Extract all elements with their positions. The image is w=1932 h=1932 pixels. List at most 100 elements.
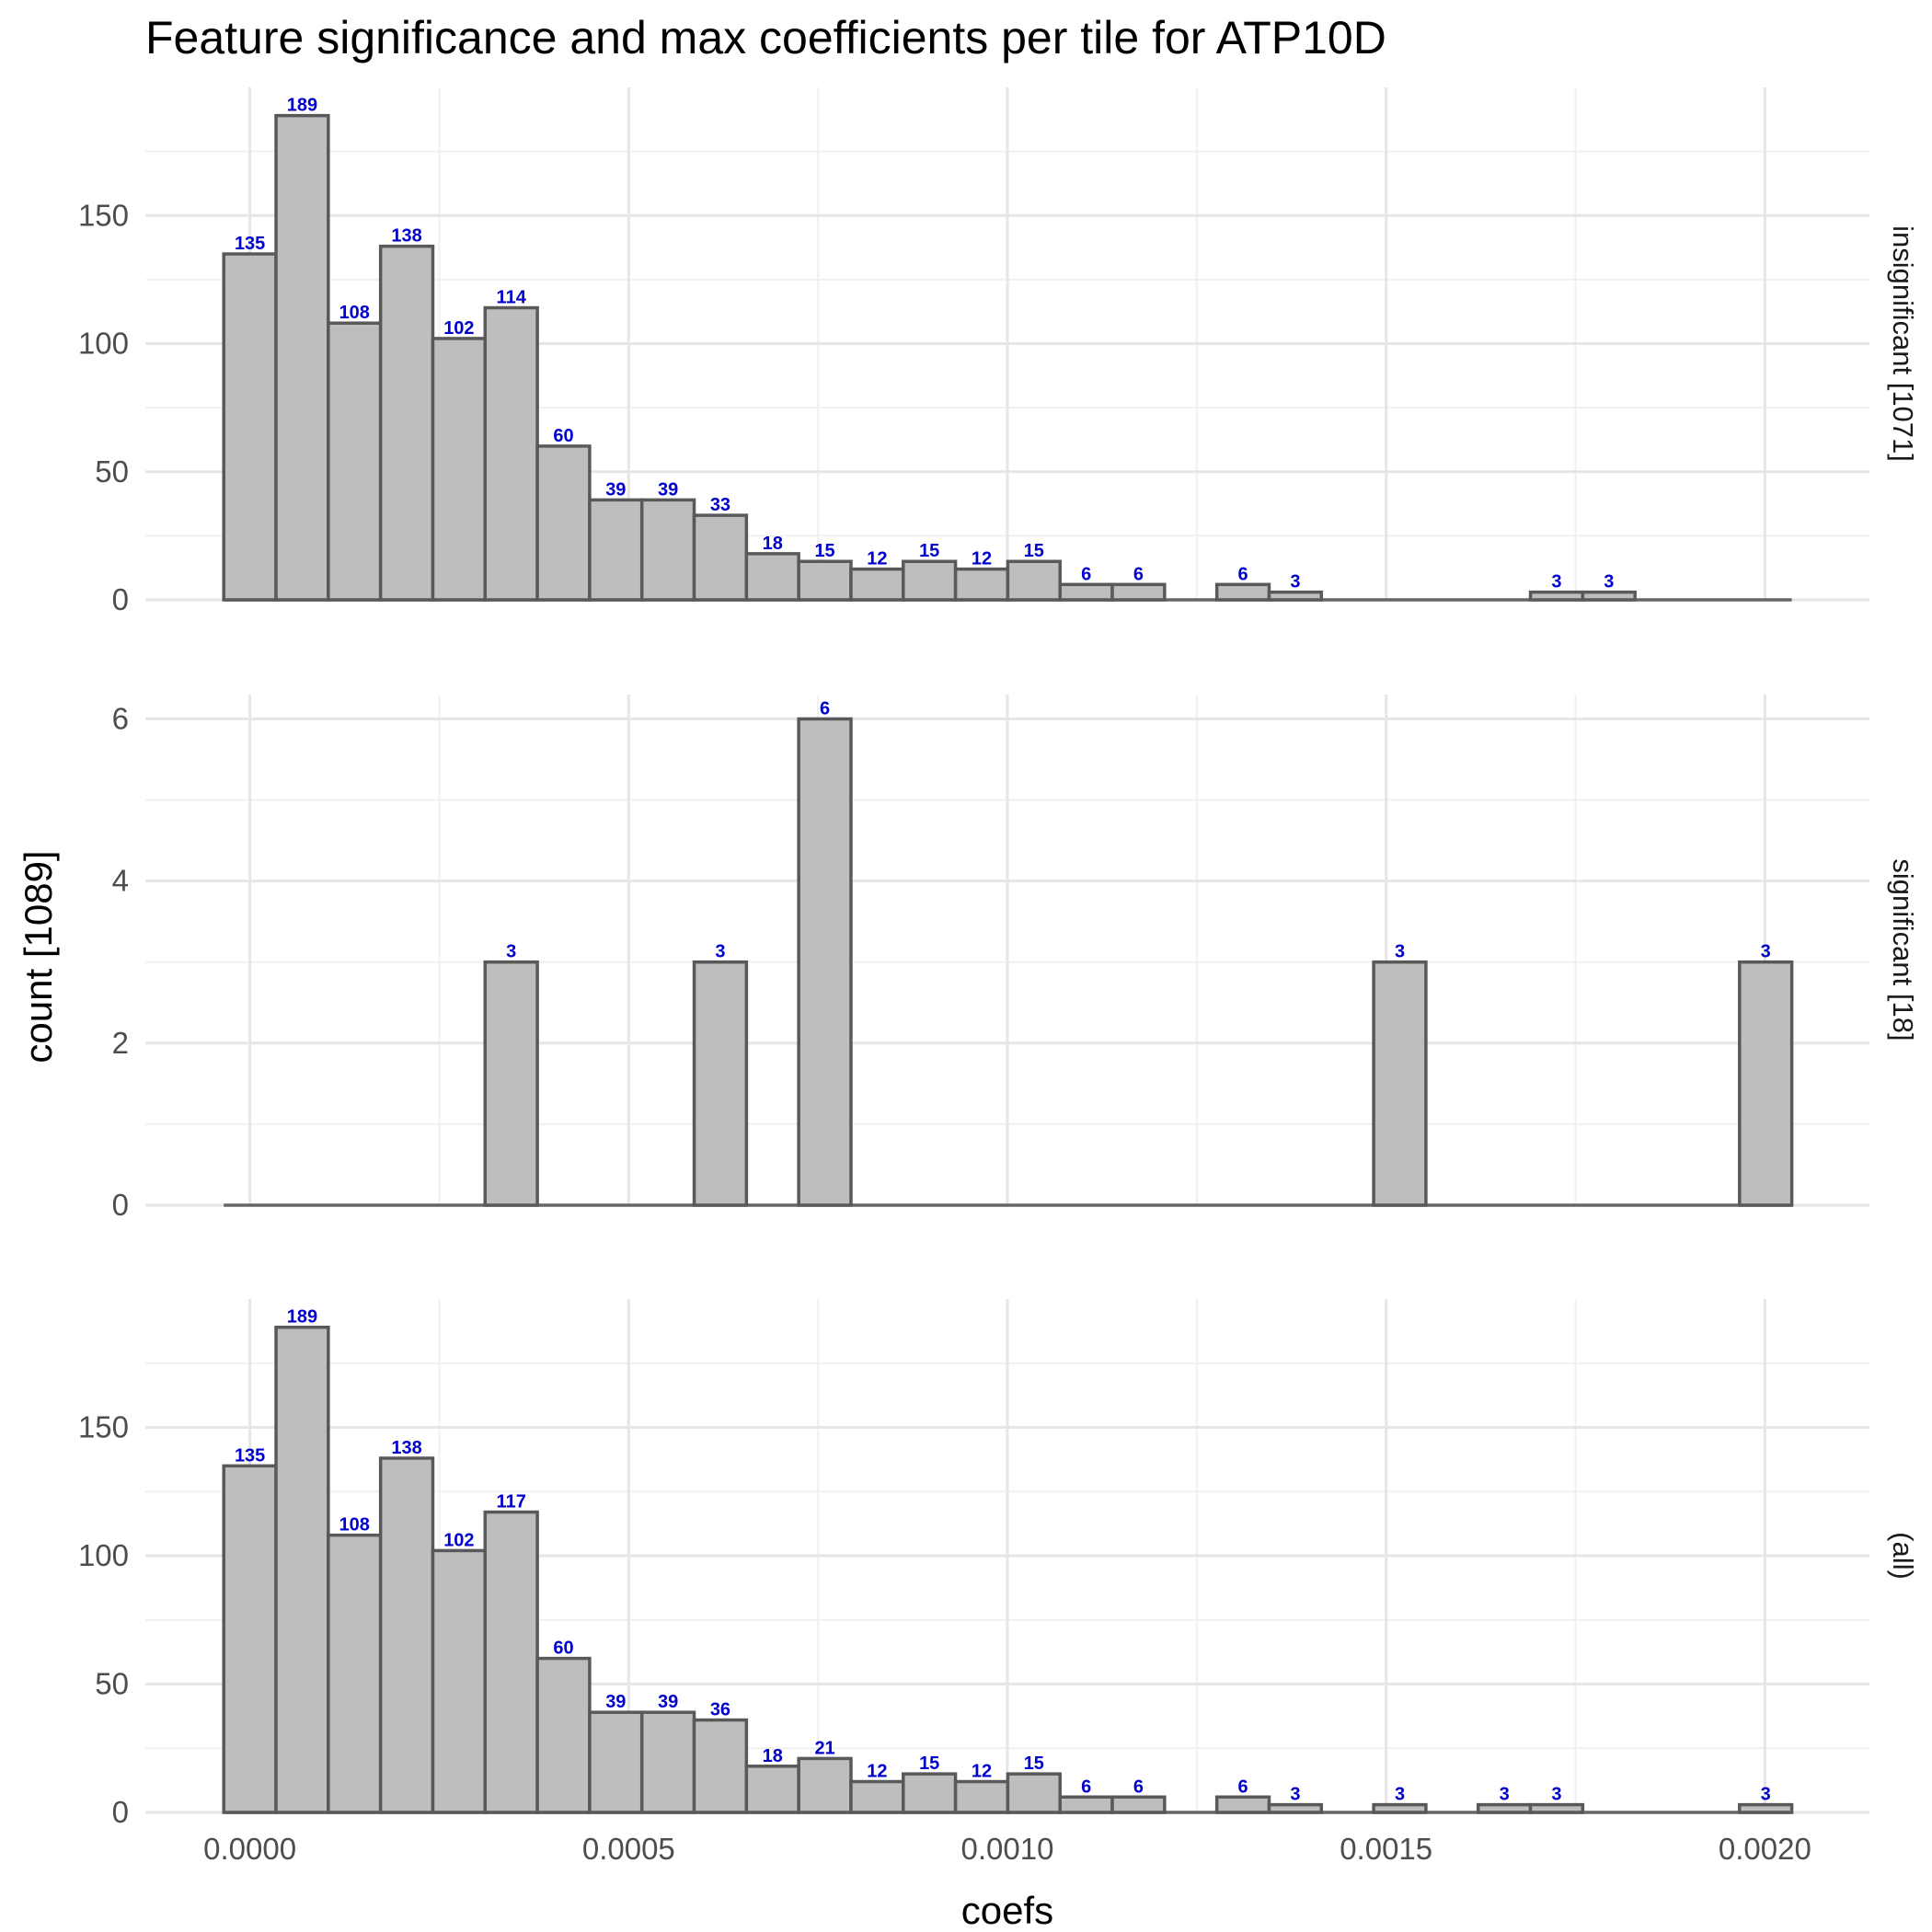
bar-count-label: 189 [287,96,317,116]
histogram-bar [588,498,644,602]
x-tick-label: 0.0015 [1340,1832,1432,1866]
bar-count-label: 6 [820,698,830,719]
bar-count-label: 135 [235,234,265,254]
y-tick-label: 6 [112,701,129,735]
bar-count-label: 18 [763,534,783,554]
histogram-bar [222,1464,278,1814]
histogram-bar [1372,960,1428,1207]
bar-count-label: 138 [391,1438,421,1458]
histogram-bar [797,1756,853,1814]
histogram-bar [1214,1795,1271,1814]
bar-count-label: 3 [1761,942,1771,962]
bar-count-label: 15 [1024,1754,1044,1774]
facet-panel-2: 0 2 4 6 3 3 6 3 3 significant [18] [112,695,1919,1222]
histogram-bar [744,1765,800,1814]
x-tick-label: 0.0020 [1719,1832,1811,1866]
bar-count-label: 135 [235,1445,265,1466]
bar-count-label: 12 [972,1762,992,1782]
bar-count-label: 189 [287,1307,317,1328]
bar-count-label: 3 [1395,1785,1405,1805]
histogram-bar [378,244,435,602]
bar-count-label: 117 [497,1492,526,1512]
facet-strip-label: insignificant [1071] [1887,225,1919,462]
histogram-bar [483,960,539,1207]
bar-count-label: 12 [867,549,887,569]
histogram-bar [1528,1802,1585,1814]
bar-count-label: 12 [867,1762,887,1782]
bar-count-label: 36 [710,1700,730,1720]
bar-count-label: 3 [1761,1785,1771,1805]
x-tick-label: 0.0010 [961,1832,1054,1866]
bar-count-label: 15 [1024,541,1044,561]
histogram-bar [1110,1795,1167,1814]
bar-count-label: 3 [1604,572,1614,592]
histogram-bar [483,305,539,602]
bar-count-label: 108 [339,303,370,323]
bar-count-label: 12 [972,549,992,569]
histogram-bar [639,1710,696,1814]
bar-count-label: 15 [814,541,834,561]
bar-count-label: 39 [658,1692,678,1712]
histogram-bar [1110,582,1167,602]
histogram-bar [639,498,696,602]
bar-count-label: 6 [1133,564,1144,584]
y-tick-label: 0 [112,1188,129,1222]
y-tick-label: 2 [112,1026,129,1060]
bar-count-label: 33 [710,495,730,515]
histogram-bar [1214,582,1271,602]
histogram-bar [274,1325,330,1814]
facet-strip-label: significant [18] [1887,858,1919,1041]
x-axis-label: coefs [961,1889,1053,1932]
bar-count-label: 39 [605,479,626,500]
histogram-bar [1476,1802,1533,1814]
histogram-bar [692,1718,749,1814]
bar-count-label: 15 [919,541,939,561]
bar-count-label: 3 [1500,1785,1510,1805]
histogram-bar [1267,590,1324,602]
facet-strip-label: (all) [1887,1532,1919,1580]
histogram-bar [535,444,592,602]
bar-count-label: 6 [1238,564,1248,584]
chart-title: Feature significance and max coefficient… [145,12,1386,63]
x-tick-label: 0.0005 [582,1832,675,1866]
x-tick-label: 0.0000 [203,1832,296,1866]
histogram-bar [902,1772,958,1814]
histogram-bar [953,567,1010,602]
y-tick-label: 150 [78,198,129,232]
histogram-bar [797,717,853,1207]
y-tick-label: 0 [112,1795,129,1829]
bar-count-label: 3 [1290,1785,1300,1805]
histogram-bar [1006,559,1062,602]
bar-count-label: 138 [391,226,421,247]
histogram-bar [692,513,749,602]
bar-count-label: 108 [339,1515,370,1535]
bar-count-label: 60 [553,1639,573,1659]
bar-count-label: 114 [497,288,527,308]
y-axis-label: count [1089] [17,850,60,1063]
histogram-bar [902,559,958,602]
histogram-bar [744,552,800,602]
y-tick-label: 50 [95,1667,129,1701]
histogram-bar [692,960,749,1207]
bar-count-label: 39 [658,479,678,500]
bar-count-label: 6 [1081,1777,1091,1797]
bar-count-label: 3 [506,942,516,962]
bar-count-label: 60 [553,426,573,446]
histogram-bar [1372,1802,1428,1814]
histogram-bar [1006,1772,1062,1814]
histogram-bar [431,1548,488,1814]
histogram-bar [483,1510,539,1814]
bar-count-label: 39 [605,1692,626,1712]
histogram-bar [535,1656,592,1814]
bar-count-label: 15 [919,1754,939,1774]
histogram-bar [327,321,383,602]
histogram-bar [849,567,905,602]
bar-count-label: 6 [1081,564,1091,584]
histogram-bar [431,337,488,602]
y-tick-label: 100 [78,327,129,361]
bar-count-label: 102 [443,1530,474,1550]
